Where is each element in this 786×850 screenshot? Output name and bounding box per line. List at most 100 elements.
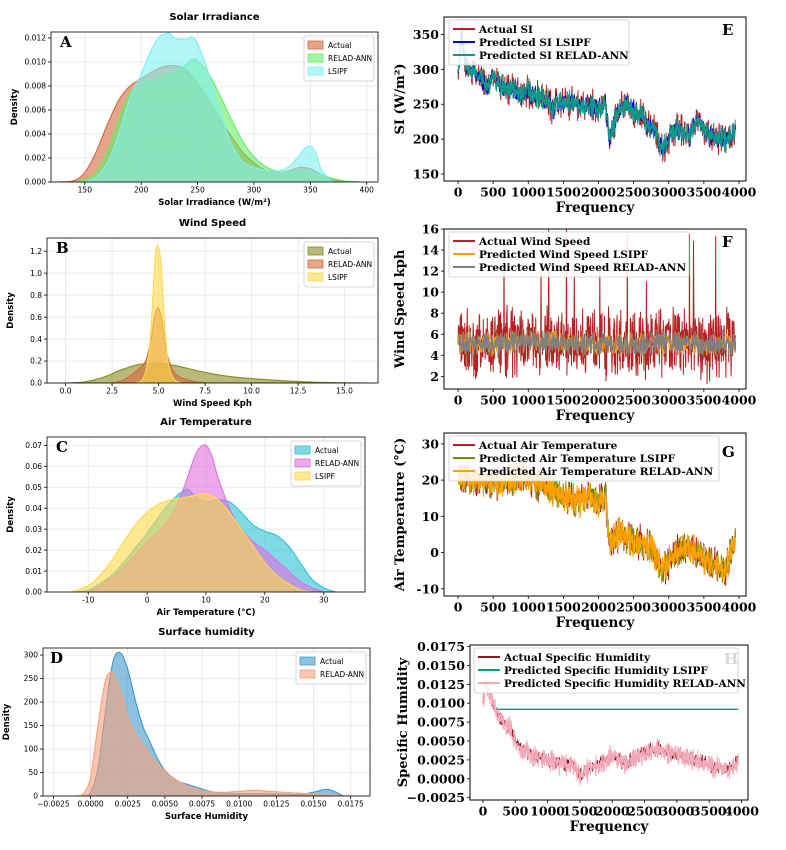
x-tick-label: 3000: [651, 393, 686, 408]
y-tick-label: 0.07: [25, 441, 42, 450]
legend-label: RELAD-ANN: [328, 260, 372, 269]
x-tick-label: 1000: [511, 600, 546, 615]
x-tick-label: 3500: [686, 393, 721, 408]
y-tick-label: -10: [416, 581, 439, 596]
y-tick-label: 10: [422, 509, 440, 524]
y-axis-label: Density: [10, 88, 20, 125]
legend-label: Predicted Specific Humidity LSIPF: [504, 665, 708, 677]
x-tick-label: 0.0150: [300, 800, 326, 809]
legend-box: [448, 19, 630, 66]
x-axis-label: Frequency: [556, 408, 636, 424]
y-axis-label: Wind Speed kph: [393, 249, 408, 369]
y-tick-label: 20: [422, 473, 440, 488]
x-tick-label: 0.0000: [77, 800, 103, 809]
legend-label: Actual SI: [478, 24, 533, 36]
x-tick-label: 0.0075: [189, 800, 215, 809]
legend-swatch: [307, 272, 324, 282]
x-tick-label: 12.5: [290, 387, 307, 396]
legend-label: Predicted SI RELAD-ANN: [479, 50, 629, 62]
kde-area-lsipf: [84, 32, 334, 182]
y-tick-label: 0.0025: [417, 752, 465, 767]
y-tick-label: 0.002: [25, 154, 47, 163]
legend-label: Actual: [320, 657, 344, 666]
x-tick-label: 10: [201, 596, 211, 605]
y-tick-label: 0.0175: [417, 639, 465, 654]
legend-label: RELAD-ANN: [320, 670, 364, 679]
panel-e: 0 500 1000 1500 2000 2500 3000 3500 4000 150 200 25…: [393, 16, 757, 216]
legend-swatch: [299, 669, 316, 679]
legend-label: LSIPF: [328, 67, 348, 76]
y-tick-label: 0.0125: [417, 677, 465, 692]
x-tick-label: 20: [260, 596, 270, 605]
series-line-3: [457, 328, 736, 359]
y-tick-label: 0.0075: [417, 715, 465, 730]
x-tick-label: 1000: [511, 393, 546, 408]
y-tick-label: 0.2: [30, 357, 42, 366]
y-tick-label: 4: [430, 348, 439, 363]
axes-frame: [443, 228, 747, 390]
y-tick-label: 0.00: [25, 588, 42, 597]
y-tick-label: 150: [24, 721, 39, 730]
y-axis-label: Specific Humidity: [396, 657, 411, 787]
x-tick-label: 500: [480, 393, 506, 408]
x-tick-label: 3500: [692, 804, 727, 819]
legend-label: Actual Wind Speed: [478, 236, 591, 248]
legend-label: Predicted Specific Humidity RELAD-ANN: [504, 678, 746, 690]
y-axis-label: Density: [2, 703, 12, 740]
x-tick-label: 2000: [581, 393, 616, 408]
x-tick-label: 4000: [722, 185, 757, 200]
legend-label: Predicted SI LSIPF: [479, 37, 591, 49]
legend-label: RELAD-ANN: [328, 54, 372, 63]
legend-box: [473, 647, 739, 694]
legend-label: LSIPF: [328, 273, 348, 282]
x-tick-label: 2000: [581, 600, 616, 615]
x-tick-label: 0: [454, 600, 463, 615]
panel-letter: G: [722, 443, 735, 461]
legend-box: [448, 231, 690, 278]
legend-label: Actual: [315, 446, 339, 455]
y-tick-label: 0.03: [25, 525, 42, 534]
x-tick-label: 300: [247, 186, 262, 195]
x-tick-label: 2000: [595, 804, 630, 819]
x-axis-label: Solar Irradiance (W/m²): [158, 198, 271, 208]
x-tick-label: 7.5: [199, 387, 211, 396]
x-tick-label: 4000: [724, 804, 759, 819]
x-tick-label: 10.0: [243, 387, 260, 396]
axes-frame: [443, 16, 747, 182]
legend-swatch: [294, 471, 311, 481]
legend-label: Predicted Air Temperature RELAD-ANN: [479, 466, 713, 478]
x-tick-label: 3000: [659, 804, 694, 819]
y-tick-label: 150: [413, 167, 439, 182]
y-tick-label: 8: [430, 306, 439, 321]
y-tick-label: 0.000: [25, 178, 47, 187]
y-tick-label: 250: [413, 97, 439, 112]
x-tick-label: 2500: [616, 185, 651, 200]
legend-box: [448, 435, 720, 482]
legend-swatch: [307, 66, 324, 76]
x-tick-label: 500: [480, 600, 506, 615]
panel-letter: E: [722, 21, 733, 39]
y-tick-label: 250: [24, 674, 39, 683]
x-tick-label: 1500: [546, 600, 581, 615]
panel-letter: D: [50, 649, 63, 667]
y-tick-label: 1.2: [30, 247, 42, 256]
x-tick-label: 3500: [686, 600, 721, 615]
y-tick-label: 10: [422, 285, 440, 300]
y-tick-label: 0.6: [30, 313, 42, 322]
x-tick-label: 0: [145, 596, 150, 605]
x-tick-label: -10: [82, 596, 94, 605]
y-tick-label: 300: [413, 62, 439, 77]
x-tick-label: 500: [480, 185, 506, 200]
x-tick-label: 0.0: [60, 387, 72, 396]
y-tick-label: 0.006: [25, 106, 47, 115]
kde-area-actual: [65, 362, 373, 383]
panel-b: 0.0 2.5 5.0 7.5 10.0 12.5 15.0 0.0 0.2 0.4 0.6 0.8 1…: [6, 218, 379, 409]
x-axis-label: Frequency: [570, 819, 650, 835]
axes-frame: [42, 647, 371, 797]
y-tick-label: 6: [430, 327, 439, 342]
y-tick-label: 0.010: [25, 58, 47, 67]
x-tick-label: 0: [454, 393, 463, 408]
x-tick-label: 15.0: [336, 387, 353, 396]
x-tick-label: 200: [134, 186, 149, 195]
